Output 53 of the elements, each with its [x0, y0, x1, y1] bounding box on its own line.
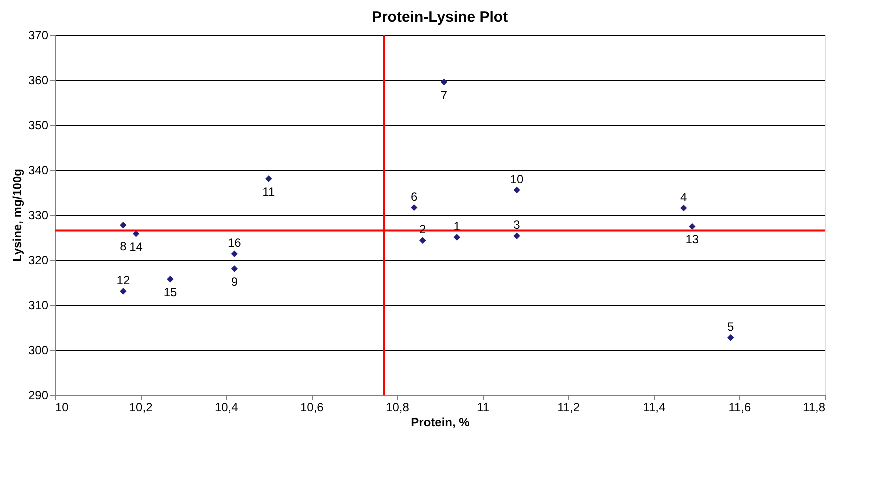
point	[167, 276, 174, 283]
text: 12	[116, 274, 130, 288]
text: 10	[510, 172, 524, 186]
y-tick-label: 370	[28, 28, 49, 42]
text: 11	[262, 185, 276, 199]
x-tick-label: 11,2	[558, 400, 580, 414]
point	[514, 232, 520, 240]
y-tick-label: 310	[28, 298, 49, 312]
text: 9	[231, 275, 238, 289]
point	[689, 223, 696, 230]
point	[266, 176, 272, 182]
x-axis-title: Protein, %	[411, 416, 470, 430]
y-tick-label: 340	[28, 164, 49, 178]
x-tick-label: 10,8	[386, 400, 410, 414]
y-tick-label: 320	[28, 254, 49, 268]
x-tick-label: 10,6	[300, 400, 324, 414]
y-tick-label: 360	[28, 74, 49, 88]
point	[680, 204, 688, 212]
text: 14	[130, 240, 143, 254]
x-tick-label: 11	[477, 400, 490, 414]
text: 8	[120, 239, 127, 254]
point	[132, 230, 140, 238]
x-tick-label: 10	[56, 400, 70, 414]
text: 1	[454, 220, 460, 234]
point	[514, 186, 520, 194]
point	[440, 78, 448, 86]
x-tick-label: 11,4	[643, 400, 666, 414]
point	[231, 250, 238, 258]
chart-title: Protein-Lysine Plot	[372, 9, 508, 26]
point	[120, 288, 127, 295]
text: 7	[440, 88, 448, 102]
text: 5	[728, 320, 734, 334]
y-tick-label: 290	[28, 388, 49, 402]
x-tick-label: 10,2	[129, 400, 154, 414]
text: 16	[228, 236, 242, 250]
point	[410, 204, 418, 212]
point	[728, 334, 734, 342]
x-tick-label: 11,8	[803, 400, 826, 414]
text: 6	[410, 190, 418, 204]
point	[420, 237, 426, 244]
point	[454, 234, 460, 241]
text: 15	[164, 285, 178, 300]
y-tick-label: 350	[28, 118, 49, 132]
point	[231, 266, 238, 272]
x-tick-label: 11,6	[728, 400, 752, 414]
y-tick-label: 300	[28, 344, 49, 358]
y-tick-label: 330	[28, 208, 49, 222]
y-axis-title: Lysine, mg/100g	[10, 169, 24, 262]
text: 3	[514, 218, 520, 232]
text: 4	[680, 190, 688, 204]
point	[120, 222, 127, 229]
x-tick-label: 10,4	[214, 400, 239, 414]
text: 13	[686, 232, 700, 247]
